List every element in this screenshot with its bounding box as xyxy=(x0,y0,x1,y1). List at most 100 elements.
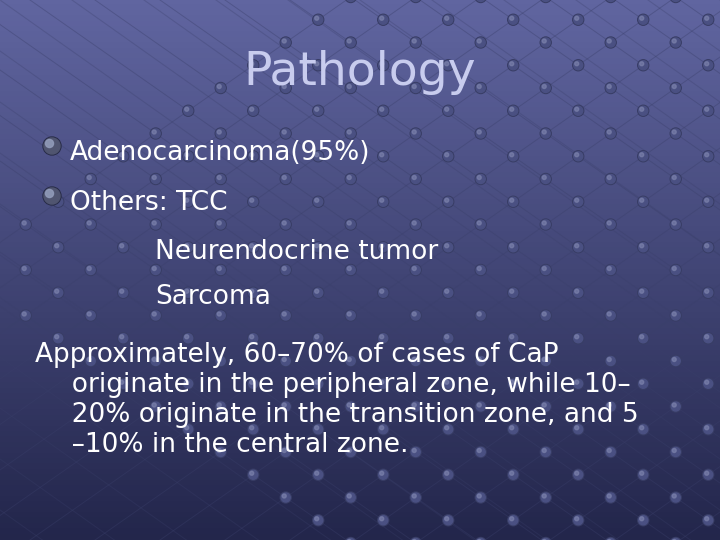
Circle shape xyxy=(607,267,611,271)
Circle shape xyxy=(672,176,676,179)
Circle shape xyxy=(638,287,649,298)
Bar xyxy=(0,135,720,140)
Circle shape xyxy=(672,357,676,361)
Circle shape xyxy=(280,401,291,412)
Circle shape xyxy=(183,287,194,298)
Bar xyxy=(0,416,720,421)
Circle shape xyxy=(347,494,351,498)
Circle shape xyxy=(574,152,582,161)
Circle shape xyxy=(248,242,258,253)
Circle shape xyxy=(703,469,714,480)
Circle shape xyxy=(445,471,449,475)
Circle shape xyxy=(184,106,193,115)
Circle shape xyxy=(574,60,582,70)
Circle shape xyxy=(312,60,324,71)
Circle shape xyxy=(572,333,584,344)
Circle shape xyxy=(379,244,384,248)
Bar xyxy=(0,97,720,103)
Bar xyxy=(0,308,720,313)
Circle shape xyxy=(477,221,481,225)
Circle shape xyxy=(217,357,221,361)
Circle shape xyxy=(379,243,387,252)
Circle shape xyxy=(248,151,258,162)
Circle shape xyxy=(346,38,355,47)
Bar xyxy=(0,281,720,286)
Circle shape xyxy=(671,448,680,456)
Circle shape xyxy=(183,196,194,207)
Circle shape xyxy=(347,221,351,225)
Circle shape xyxy=(410,265,421,275)
Circle shape xyxy=(575,289,579,293)
Circle shape xyxy=(315,380,319,384)
Circle shape xyxy=(638,515,649,526)
Circle shape xyxy=(475,37,486,48)
Circle shape xyxy=(542,39,546,43)
Circle shape xyxy=(152,267,156,271)
Circle shape xyxy=(672,84,676,89)
Circle shape xyxy=(345,219,356,230)
Bar xyxy=(0,389,720,394)
Bar xyxy=(0,427,720,432)
Circle shape xyxy=(150,173,161,185)
Circle shape xyxy=(445,426,449,430)
Bar xyxy=(0,113,720,119)
Circle shape xyxy=(572,515,584,526)
Circle shape xyxy=(476,448,485,456)
Circle shape xyxy=(606,447,616,457)
Circle shape xyxy=(670,37,681,48)
Circle shape xyxy=(314,243,323,252)
Circle shape xyxy=(346,84,355,92)
Circle shape xyxy=(509,470,518,480)
Circle shape xyxy=(53,242,63,253)
Circle shape xyxy=(413,403,416,407)
Circle shape xyxy=(152,221,156,225)
Circle shape xyxy=(248,424,258,435)
Circle shape xyxy=(314,197,323,206)
Circle shape xyxy=(705,107,708,111)
Circle shape xyxy=(250,380,253,384)
Circle shape xyxy=(444,470,453,480)
Circle shape xyxy=(572,378,584,389)
Circle shape xyxy=(443,196,454,207)
Circle shape xyxy=(54,288,63,297)
Bar xyxy=(0,200,720,205)
Circle shape xyxy=(572,469,584,480)
Circle shape xyxy=(413,130,416,134)
Circle shape xyxy=(510,335,513,339)
Circle shape xyxy=(572,196,584,207)
Circle shape xyxy=(705,517,708,521)
Bar xyxy=(0,157,720,162)
Circle shape xyxy=(150,355,161,367)
Circle shape xyxy=(413,221,416,225)
Circle shape xyxy=(347,39,351,43)
Circle shape xyxy=(606,129,615,138)
Circle shape xyxy=(120,380,124,384)
Circle shape xyxy=(378,105,389,116)
Circle shape xyxy=(510,380,513,384)
Circle shape xyxy=(86,266,95,274)
Circle shape xyxy=(606,128,616,139)
Circle shape xyxy=(183,105,194,116)
Circle shape xyxy=(120,244,124,248)
Circle shape xyxy=(183,378,194,389)
Circle shape xyxy=(282,493,290,502)
Circle shape xyxy=(248,243,258,252)
Circle shape xyxy=(509,15,518,24)
Circle shape xyxy=(705,244,708,248)
Circle shape xyxy=(540,128,552,139)
Circle shape xyxy=(445,107,449,111)
Circle shape xyxy=(575,62,579,66)
Circle shape xyxy=(248,288,258,297)
Circle shape xyxy=(410,401,421,412)
Circle shape xyxy=(445,289,449,293)
Circle shape xyxy=(703,151,714,162)
Circle shape xyxy=(248,105,258,116)
Bar xyxy=(0,0,720,5)
Bar xyxy=(0,340,720,346)
Circle shape xyxy=(574,425,582,434)
Circle shape xyxy=(117,242,129,253)
Circle shape xyxy=(445,198,449,202)
Circle shape xyxy=(638,424,649,435)
Bar xyxy=(0,205,720,211)
Circle shape xyxy=(54,334,63,343)
